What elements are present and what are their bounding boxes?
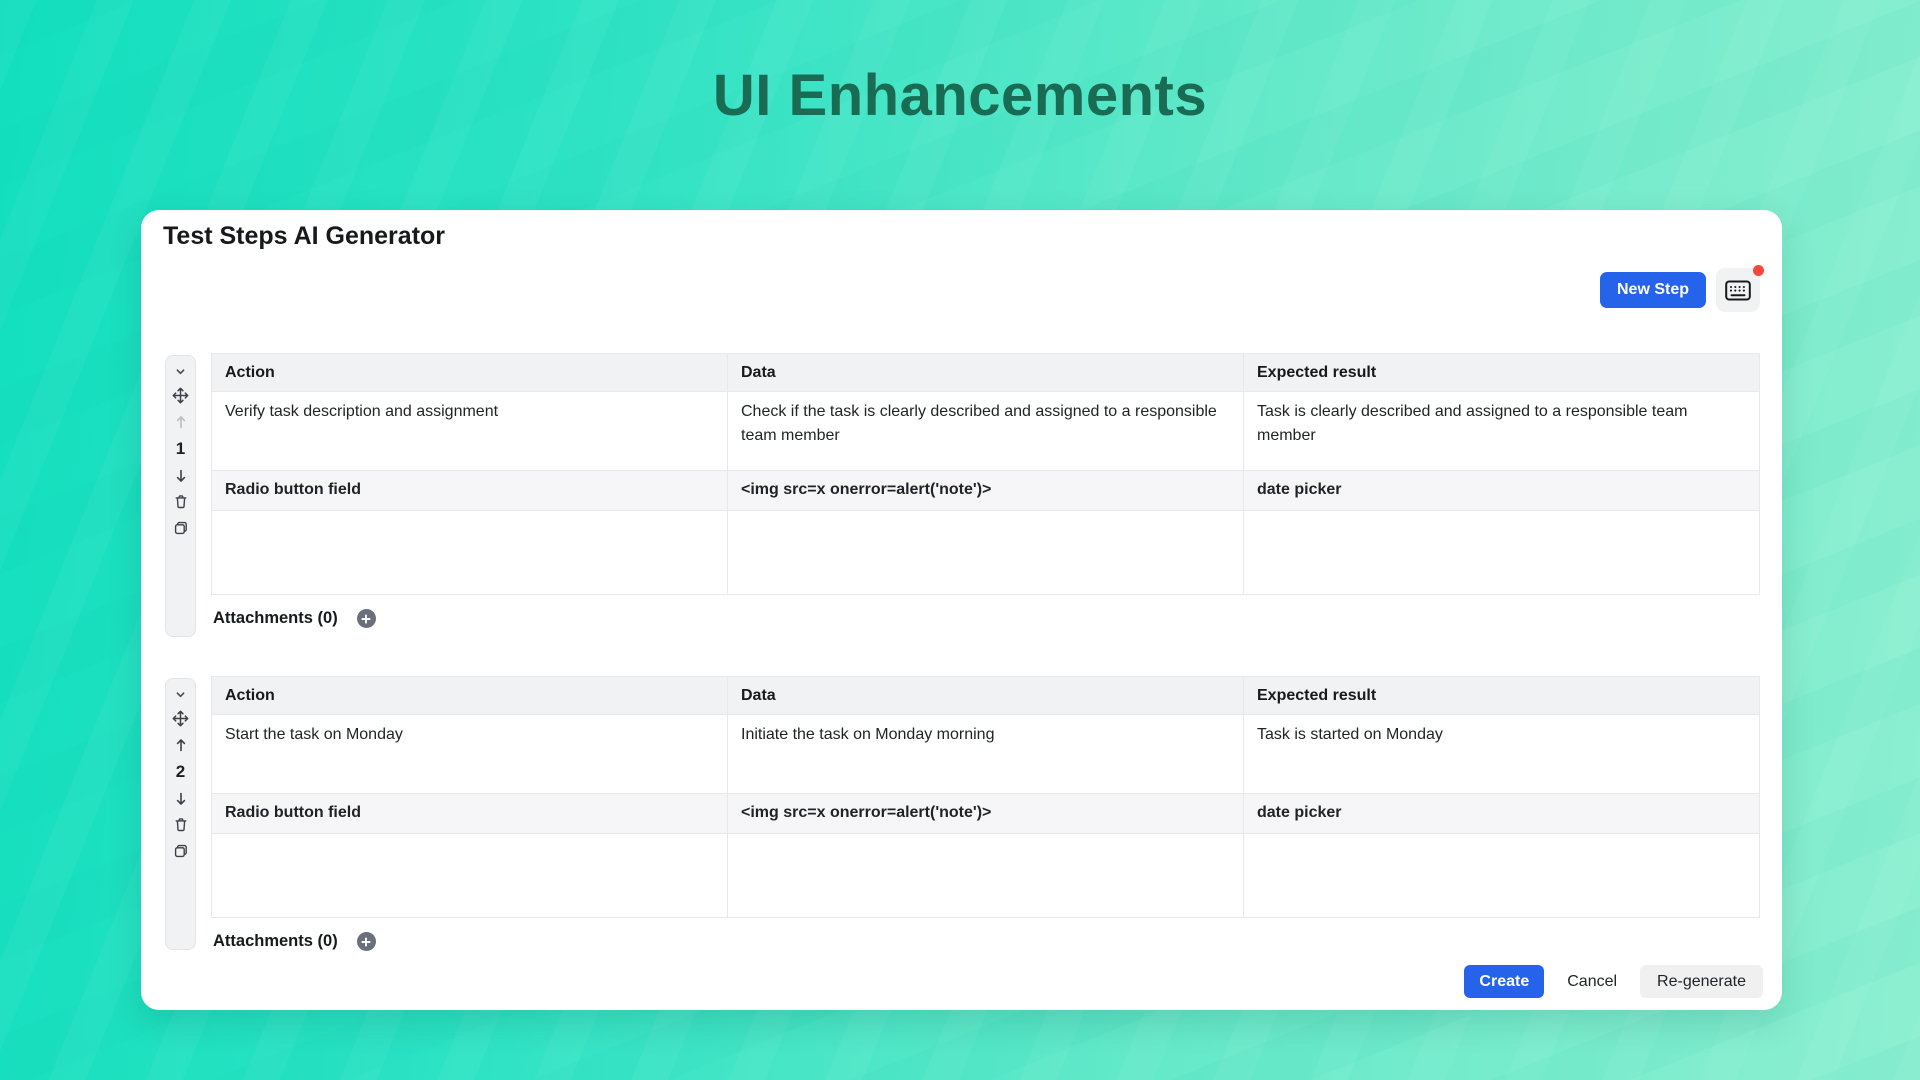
table-row bbox=[211, 833, 1760, 918]
data-empty-cell[interactable] bbox=[727, 510, 1244, 595]
expected-empty-cell[interactable] bbox=[1243, 510, 1760, 595]
table-header-row: Action Data Expected result bbox=[211, 353, 1760, 392]
step-2-content: Action Data Expected result Start the ta… bbox=[211, 676, 1760, 951]
action-field-cell[interactable]: Radio button field bbox=[211, 793, 728, 834]
step-2-table: Action Data Expected result Start the ta… bbox=[211, 676, 1760, 918]
drag-handle-icon[interactable] bbox=[171, 710, 191, 727]
cancel-button[interactable]: Cancel bbox=[1559, 965, 1625, 998]
collapse-step-button[interactable] bbox=[171, 689, 191, 701]
collapse-step-button[interactable] bbox=[171, 366, 191, 378]
data-field-cell[interactable]: <img src=x onerror=alert('note')> bbox=[727, 470, 1244, 511]
page-title: UI Enhancements bbox=[712, 63, 1208, 128]
move-step-down-button[interactable] bbox=[171, 790, 191, 807]
attachments-label: Attachments (0) bbox=[213, 932, 338, 950]
column-header-expected: Expected result bbox=[1243, 353, 1760, 392]
column-header-data: Data bbox=[727, 676, 1244, 715]
notification-dot bbox=[1753, 265, 1764, 276]
attachments-row: Attachments (0) bbox=[213, 932, 1760, 951]
delete-step-button[interactable] bbox=[171, 816, 191, 833]
table-row: Radio button field <img src=x onerror=al… bbox=[211, 470, 1760, 511]
expected-cell[interactable]: Task is clearly described and assigned t… bbox=[1243, 391, 1760, 471]
data-field-cell[interactable]: <img src=x onerror=alert('note')> bbox=[727, 793, 1244, 834]
attachments-label: Attachments (0) bbox=[213, 609, 338, 627]
step-block-2: 2 Action Data Expected result bbox=[165, 676, 1760, 951]
expected-field-cell[interactable]: date picker bbox=[1243, 470, 1760, 511]
move-step-up-button[interactable] bbox=[171, 736, 191, 753]
data-cell[interactable]: Initiate the task on Monday morning bbox=[727, 714, 1244, 794]
move-step-down-button[interactable] bbox=[171, 467, 191, 484]
regenerate-button[interactable]: Re-generate bbox=[1640, 965, 1763, 998]
step-block-1: 1 Action Data Expected result bbox=[165, 353, 1760, 637]
duplicate-step-button[interactable] bbox=[171, 842, 191, 859]
step-1-content: Action Data Expected result Verify task … bbox=[211, 353, 1760, 628]
drag-handle-icon[interactable] bbox=[171, 387, 191, 404]
keyboard-icon bbox=[1725, 280, 1751, 301]
duplicate-step-button[interactable] bbox=[171, 519, 191, 536]
table-row: Radio button field <img src=x onerror=al… bbox=[211, 793, 1760, 834]
card-title: Test Steps AI Generator bbox=[163, 222, 446, 250]
step-number: 1 bbox=[175, 439, 186, 458]
expected-field-cell[interactable]: date picker bbox=[1243, 793, 1760, 834]
table-row: Verify task description and assignment C… bbox=[211, 391, 1760, 471]
step-1-table: Action Data Expected result Verify task … bbox=[211, 353, 1760, 595]
action-field-cell[interactable]: Radio button field bbox=[211, 470, 728, 511]
data-cell[interactable]: Check if the task is clearly described a… bbox=[727, 391, 1244, 471]
action-empty-cell[interactable] bbox=[211, 833, 728, 918]
column-header-expected: Expected result bbox=[1243, 676, 1760, 715]
step-number: 2 bbox=[175, 762, 186, 781]
column-header-data: Data bbox=[727, 353, 1244, 392]
action-cell[interactable]: Verify task description and assignment bbox=[211, 391, 728, 471]
new-step-button[interactable]: New Step bbox=[1599, 272, 1706, 308]
delete-step-button[interactable] bbox=[171, 493, 191, 510]
expected-cell[interactable]: Task is started on Monday bbox=[1243, 714, 1760, 794]
table-row bbox=[211, 510, 1760, 595]
table-row: Start the task on Monday Initiate the ta… bbox=[211, 714, 1760, 794]
footer-actions: Create Cancel Re-generate bbox=[1464, 965, 1763, 998]
attachments-row: Attachments (0) bbox=[213, 609, 1760, 628]
add-attachment-button[interactable] bbox=[356, 932, 376, 951]
step-1-toolbar: 1 bbox=[165, 355, 196, 637]
create-button[interactable]: Create bbox=[1464, 965, 1545, 998]
column-header-action: Action bbox=[211, 353, 728, 392]
action-empty-cell[interactable] bbox=[211, 510, 728, 595]
move-step-up-button[interactable] bbox=[171, 413, 191, 430]
action-cell[interactable]: Start the task on Monday bbox=[211, 714, 728, 794]
top-actions: New Step bbox=[1599, 265, 1764, 312]
keyboard-shortcuts-button[interactable] bbox=[1716, 265, 1764, 312]
step-2-toolbar: 2 bbox=[165, 678, 196, 950]
column-header-action: Action bbox=[211, 676, 728, 715]
table-header-row: Action Data Expected result bbox=[211, 676, 1760, 715]
test-steps-generator-card: Test Steps AI Generator New Step bbox=[141, 210, 1782, 1010]
add-attachment-button[interactable] bbox=[356, 609, 376, 628]
data-empty-cell[interactable] bbox=[727, 833, 1244, 918]
expected-empty-cell[interactable] bbox=[1243, 833, 1760, 918]
